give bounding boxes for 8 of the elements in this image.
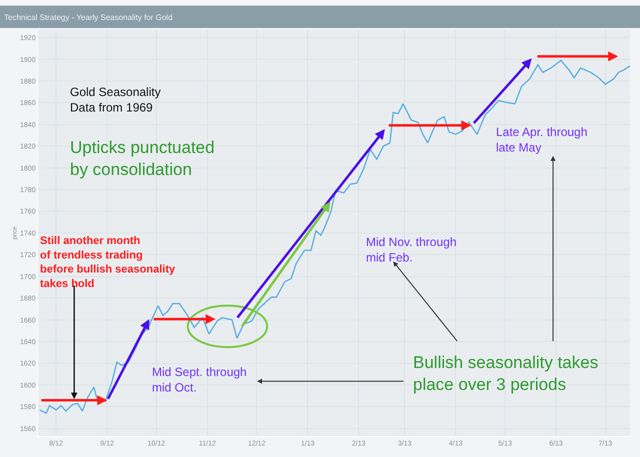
chart-title: Technical Strategy - Yearly Seasonality for Gold	[4, 13, 173, 22]
annotation: Upticks punctuated by consolidation	[70, 138, 215, 180]
annotation: Mid Nov. through mid Feb.	[366, 235, 456, 265]
annotation: Late Apr. through late May	[496, 125, 588, 155]
annotation: Bullish seasonality takes place over 3 periods	[413, 353, 598, 394]
annotation: Gold Seasonality Data from 1969	[70, 85, 161, 115]
annotation: Still another month of trendless trading before bullish seasonality takes hold	[40, 235, 176, 290]
annotation: Mid Sept. through mid Oct.	[152, 365, 247, 395]
